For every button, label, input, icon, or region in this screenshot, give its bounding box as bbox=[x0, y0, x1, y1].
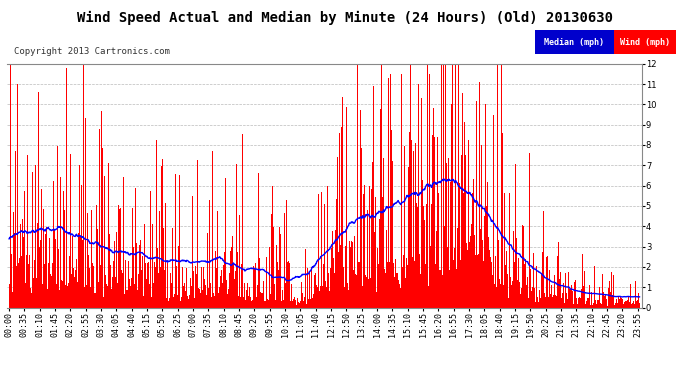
Text: Wind (mph): Wind (mph) bbox=[620, 38, 670, 47]
Text: Copyright 2013 Cartronics.com: Copyright 2013 Cartronics.com bbox=[14, 47, 170, 56]
Text: Wind Speed Actual and Median by Minute (24 Hours) (Old) 20130630: Wind Speed Actual and Median by Minute (… bbox=[77, 11, 613, 26]
Text: Median (mph): Median (mph) bbox=[544, 38, 604, 47]
